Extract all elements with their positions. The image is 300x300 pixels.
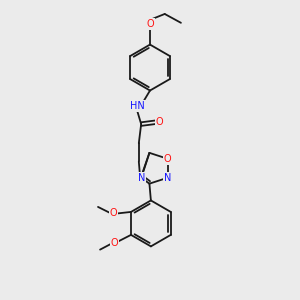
Text: O: O xyxy=(164,154,171,164)
Text: N: N xyxy=(164,173,171,183)
Text: O: O xyxy=(111,238,118,248)
Text: O: O xyxy=(110,208,117,218)
Text: N: N xyxy=(138,173,145,183)
Text: O: O xyxy=(156,117,163,127)
Text: HN: HN xyxy=(130,101,145,111)
Text: O: O xyxy=(146,19,154,29)
